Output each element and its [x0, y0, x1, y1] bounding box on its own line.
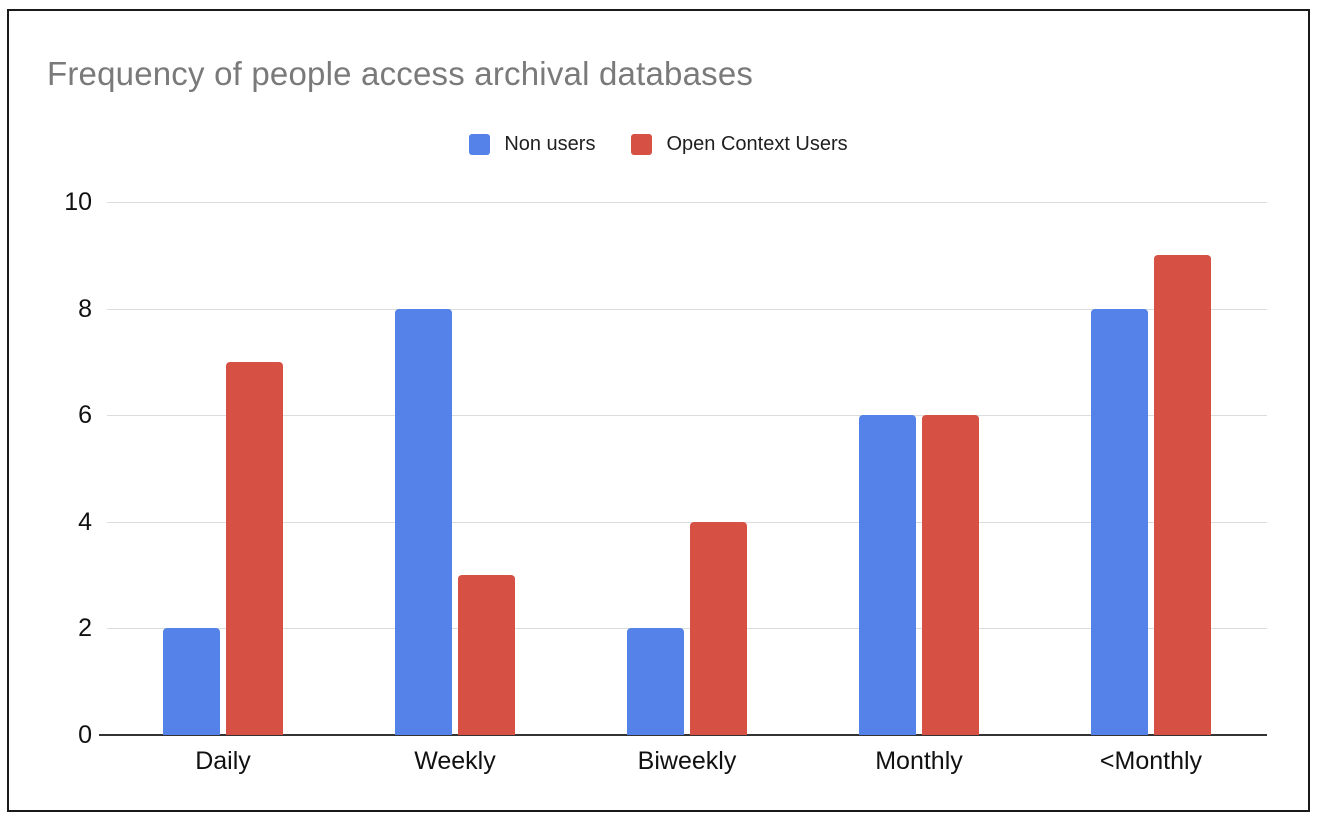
bar-open-context-users-biweekly	[690, 521, 747, 735]
bar-non-users-monthly	[859, 415, 916, 735]
grid-line-4	[107, 521, 1267, 523]
x-tick-label-monthly: <Monthly	[1099, 747, 1203, 775]
grid-line-10	[107, 202, 1267, 203]
chart-frame: Frequency of people access archival data…	[7, 9, 1310, 812]
x-axis-line	[99, 734, 1267, 736]
legend-swatch-open-context-users	[631, 133, 653, 155]
bar-non-users-weekly	[395, 308, 452, 735]
bar-open-context-users-monthly	[1154, 255, 1211, 735]
y-tick-label-2: 2	[78, 614, 92, 643]
x-tick-label-daily: Daily	[195, 747, 251, 775]
legend: Non users Open Context Users	[9, 129, 1308, 159]
grid-line-6	[107, 415, 1267, 417]
x-tick-label-biweekly: Biweekly	[637, 747, 737, 775]
y-tick-label-4: 4	[78, 507, 92, 536]
y-tick-label-10: 10	[64, 188, 92, 216]
x-tick-label-weekly: Weekly	[414, 747, 496, 775]
bar-open-context-users-monthly	[922, 415, 979, 735]
bar-open-context-users-daily	[226, 361, 283, 735]
bar-open-context-users-weekly	[458, 575, 515, 735]
bar-non-users-daily	[163, 628, 220, 735]
legend-swatch-non-users	[469, 133, 491, 155]
x-tick-label-monthly: Monthly	[875, 747, 963, 775]
legend-label-non-users: Non users	[504, 132, 596, 155]
legend-item-open-context-users: Open Context Users	[631, 132, 848, 156]
y-tick-label-0: 0	[78, 721, 92, 749]
legend-label-open-context-users: Open Context Users	[666, 132, 848, 155]
grid-line-2	[107, 628, 1267, 630]
chart-title: Frequency of people access archival data…	[47, 55, 754, 92]
grid-line-8	[107, 308, 1267, 310]
y-tick-label-8: 8	[78, 294, 92, 323]
y-tick-label-6: 6	[78, 401, 92, 430]
bar-non-users-biweekly	[627, 628, 684, 735]
legend-item-non-users: Non users	[469, 133, 595, 156]
bar-non-users-monthly	[1091, 308, 1148, 735]
